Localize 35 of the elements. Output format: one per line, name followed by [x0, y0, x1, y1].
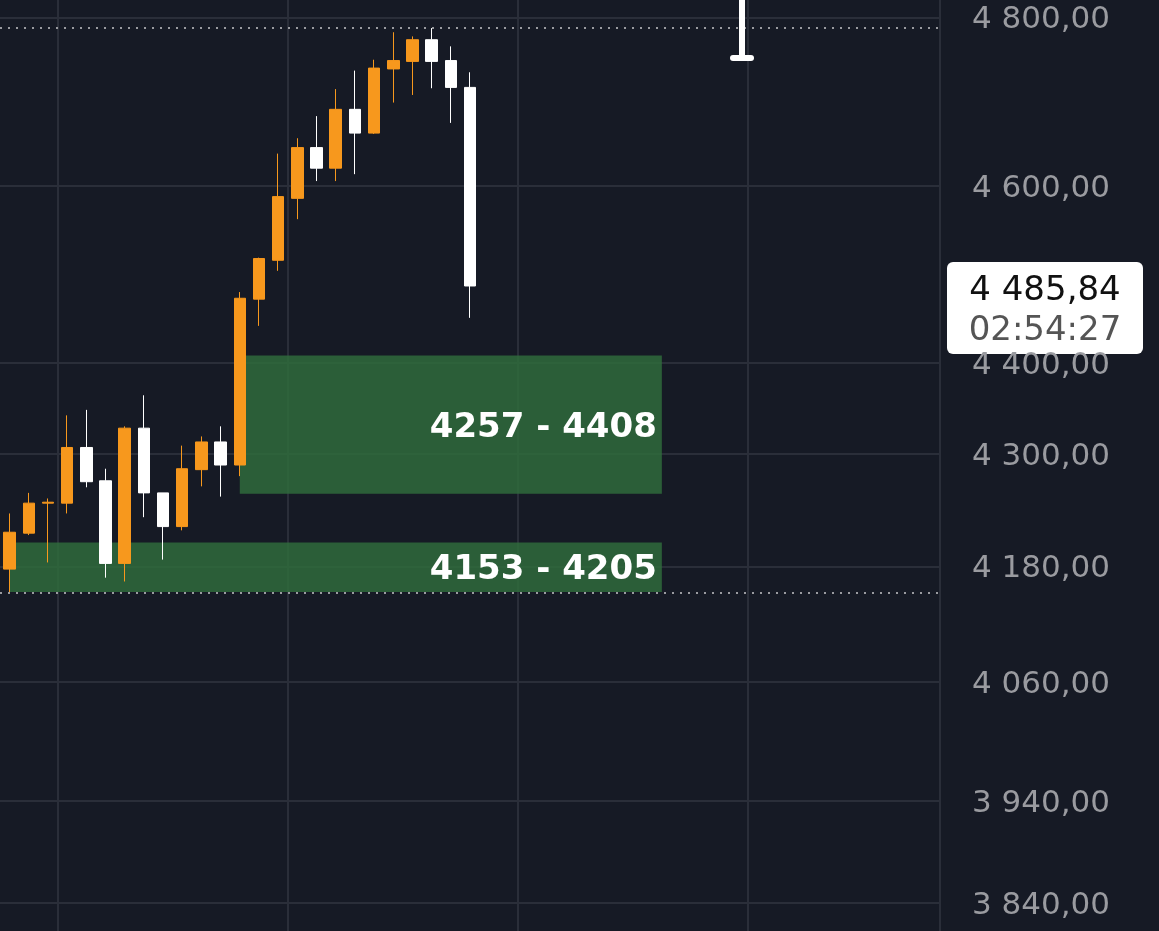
candlestick: [3, 512, 16, 594]
y-tick-label: 4 060,00: [972, 663, 1111, 700]
candlestick: [23, 492, 35, 536]
band-label: 4153 - 4205: [429, 547, 657, 588]
y-tick-label: 4 800,00: [972, 0, 1111, 36]
candlestick: [61, 414, 73, 514]
candlestick: [406, 35, 419, 96]
candlestick: [291, 137, 304, 220]
candlestick: [176, 445, 188, 531]
candlestick: [253, 257, 265, 327]
candlestick: [387, 31, 400, 104]
candlestick: [118, 425, 131, 582]
candlestick: [445, 45, 457, 124]
candlestick: [234, 291, 246, 477]
y-tick-label: 4 300,00: [972, 435, 1111, 472]
y-tick-label: 3 840,00: [972, 884, 1111, 921]
candlestick: [42, 497, 54, 563]
candlestick: [349, 70, 361, 175]
y-tick-label: 4 180,00: [972, 548, 1111, 585]
candlestick: [157, 492, 169, 561]
candlestick: [368, 59, 380, 135]
band-label: 4257 - 4408: [429, 404, 657, 445]
candlestick: [272, 153, 284, 272]
candlestick: [99, 468, 112, 579]
candlestick: [464, 71, 476, 319]
candlestick: [80, 409, 93, 488]
text: 4 485,84: [969, 267, 1121, 308]
candlestick: [329, 88, 342, 182]
candlestick: [138, 394, 150, 518]
candlestick: [195, 435, 208, 487]
candlestick: [310, 115, 323, 182]
y-tick-label: 3 940,00: [972, 782, 1111, 819]
y-tick-label: 4 600,00: [972, 168, 1111, 205]
candlestick: [425, 27, 438, 89]
candlestick: [214, 425, 227, 498]
